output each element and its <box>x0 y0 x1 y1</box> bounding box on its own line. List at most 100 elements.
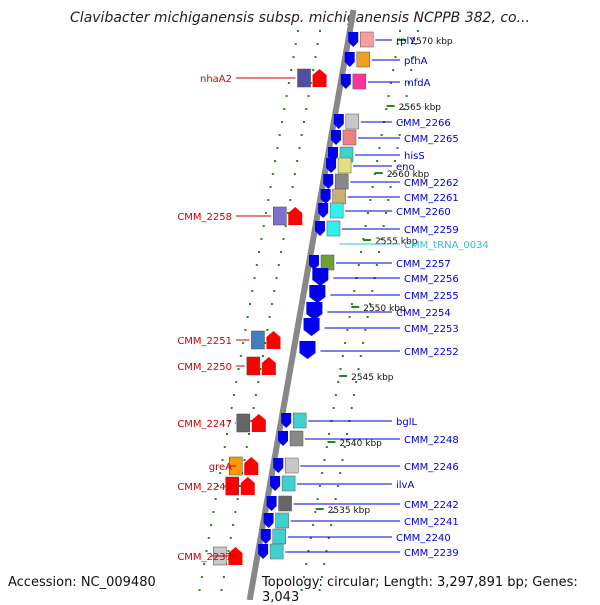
gene-label-right: hisS <box>404 151 425 162</box>
track-dot <box>398 134 401 136</box>
gene-label-right: CMM_2254 <box>396 308 451 319</box>
track-dot <box>396 147 399 149</box>
track-dot <box>223 446 226 448</box>
strand-arrow <box>326 158 337 173</box>
track-dot <box>264 342 267 344</box>
track-dot <box>417 30 419 32</box>
gene-block-left <box>246 356 261 376</box>
track-dot <box>200 576 203 578</box>
accession-label: Accession: NC_009480 <box>8 575 156 590</box>
gene-block <box>329 202 344 219</box>
track-dot <box>307 550 310 552</box>
track-dot <box>368 303 371 305</box>
track-dot <box>277 264 280 266</box>
track-dot <box>300 589 303 591</box>
track-dot <box>221 459 224 461</box>
gene-block <box>272 528 287 545</box>
track-dot <box>230 407 233 409</box>
gene-label-left: CMM_2247 <box>177 419 232 430</box>
track-dot <box>321 472 324 474</box>
track-dot <box>207 537 210 539</box>
gene-block <box>356 51 370 68</box>
track-dot <box>394 160 397 162</box>
gene-block <box>269 543 284 560</box>
track-dot <box>316 43 319 45</box>
gene-label-left: CMM_2243 <box>177 482 232 493</box>
track-dot <box>394 56 397 58</box>
track-dot <box>297 30 299 32</box>
gene-label-left: CMM_2250 <box>177 362 232 373</box>
track-dot <box>391 173 394 175</box>
gene-label-right: bglL <box>396 417 417 428</box>
gene-arrow <box>306 302 323 320</box>
track-dot <box>286 212 289 214</box>
gene-block <box>281 475 296 492</box>
gene-label-right: CMM_2262 <box>404 178 459 189</box>
track-dot <box>293 173 296 175</box>
gene-block <box>342 129 357 146</box>
track-dot <box>255 264 258 266</box>
track-dot <box>407 82 410 84</box>
track-dot <box>248 303 251 305</box>
track-dot <box>246 316 249 318</box>
gene-block-left <box>236 413 251 433</box>
strand-arrow <box>258 544 269 559</box>
track-dot <box>269 186 272 188</box>
track-dot <box>289 199 292 201</box>
gene-label-right: CMM_tRNA_0034 <box>404 240 489 251</box>
track-dot <box>198 589 201 591</box>
gene-label-right: rplY <box>396 36 416 47</box>
track-dot <box>384 212 387 214</box>
track-dot <box>325 446 328 448</box>
track-dot <box>222 576 225 578</box>
strand-arrow <box>308 255 319 270</box>
track-dot <box>332 407 335 409</box>
gene-block <box>352 73 367 90</box>
track-dot <box>336 485 339 487</box>
track-dot <box>309 537 312 539</box>
left-arrow <box>288 207 303 225</box>
track-dot <box>244 329 247 331</box>
gene-label-right: CMM_2261 <box>404 193 459 204</box>
gene-label-right: CMM_2253 <box>404 324 459 335</box>
track-dot <box>414 43 417 45</box>
track-dot <box>226 433 229 435</box>
track-dot <box>232 524 235 526</box>
track-dot <box>337 381 340 383</box>
track-dot <box>284 225 287 227</box>
track-dot <box>316 498 319 500</box>
track-dot <box>389 186 392 188</box>
track-dot <box>323 459 326 461</box>
gene-label-left: greA <box>209 462 232 473</box>
topology-label: Topology: circular; Length: 3,297,891 bp… <box>262 575 578 605</box>
track-dot <box>229 537 232 539</box>
dotted-tracks <box>198 30 419 591</box>
track-dot <box>382 225 385 227</box>
kbp-label: 2540 kbp <box>339 439 382 449</box>
track-dot <box>366 316 369 318</box>
track-dot <box>387 95 390 97</box>
gene-label-right: CMM_2242 <box>404 500 459 511</box>
track-dot <box>280 121 283 123</box>
track-dot <box>280 251 283 253</box>
track-dot <box>318 589 321 591</box>
gene-block <box>359 31 374 48</box>
track-dot <box>341 459 344 461</box>
track-dot <box>323 563 326 565</box>
gene-block <box>337 157 352 174</box>
track-dot <box>350 303 353 305</box>
track-dot <box>312 524 315 526</box>
track-dot <box>278 134 281 136</box>
track-dot <box>399 30 401 32</box>
track-dot <box>232 394 235 396</box>
gene-label-left: nhaA2 <box>200 74 232 85</box>
left-arrow <box>244 457 259 475</box>
gene-label-right: CMM_2241 <box>404 517 459 528</box>
left-arrow <box>266 331 281 349</box>
track-dot <box>362 342 365 344</box>
track-dot <box>400 121 403 123</box>
strand-arrow <box>340 74 351 89</box>
gene-label-right: mfdA <box>404 78 431 89</box>
gene-label-right: CMM_2240 <box>396 533 451 544</box>
